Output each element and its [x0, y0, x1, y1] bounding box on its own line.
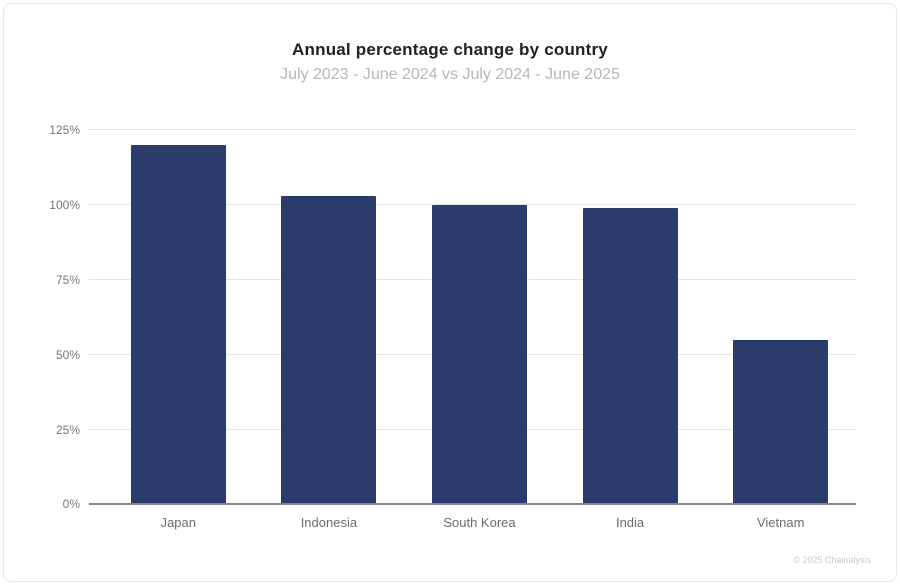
copyright-text: © 2025 Chainalysis — [793, 555, 871, 565]
y-tick-label-75: 75% — [55, 272, 80, 287]
bar-india[interactable] — [582, 208, 678, 505]
x-tick-label-vietnam: Vietnam — [756, 515, 805, 530]
bar-band-indonesia: Indonesia — [254, 130, 405, 530]
y-tick-label-100: 100% — [49, 197, 80, 212]
bar-band-japan: Japan — [103, 130, 254, 530]
x-tick-label-india: India — [615, 515, 645, 530]
gridline-100: 100% — [49, 198, 856, 212]
plot-area: 0% 25% 50% 75% 100% 125% Japan Indonesia South K… — [49, 123, 856, 530]
chart-subtitle: July 2023 - June 2024 vs July 2024 - Jun… — [280, 66, 620, 83]
x-tick-label-japan: Japan — [160, 515, 196, 530]
y-tick-label-25: 25% — [55, 422, 80, 437]
gridline-0: 0% — [63, 497, 856, 511]
y-tick-label-0: 0% — [62, 497, 80, 511]
bar-band-south-korea: South Korea — [404, 130, 555, 530]
bar-band-vietnam: Vietnam — [705, 130, 856, 530]
x-tick-label-indonesia: Indonesia — [300, 515, 358, 530]
bar-south-korea[interactable] — [431, 205, 527, 505]
y-tick-label-125: 125% — [49, 122, 80, 137]
chart-title: Annual percentage change by country — [292, 40, 608, 59]
y-tick-label-50: 50% — [55, 347, 80, 362]
bars-row: Japan Indonesia South Korea India Vietnam — [103, 130, 856, 530]
bar-vietnam[interactable] — [733, 340, 829, 505]
chart-card: Annual percentage change by country July… — [3, 3, 897, 582]
bar-band-india: India — [555, 130, 706, 530]
bar-indonesia[interactable] — [281, 196, 377, 505]
gridline-125: 125% — [49, 123, 856, 137]
bar-japan[interactable] — [130, 145, 226, 505]
x-tick-label-south-korea: South Korea — [443, 515, 516, 530]
